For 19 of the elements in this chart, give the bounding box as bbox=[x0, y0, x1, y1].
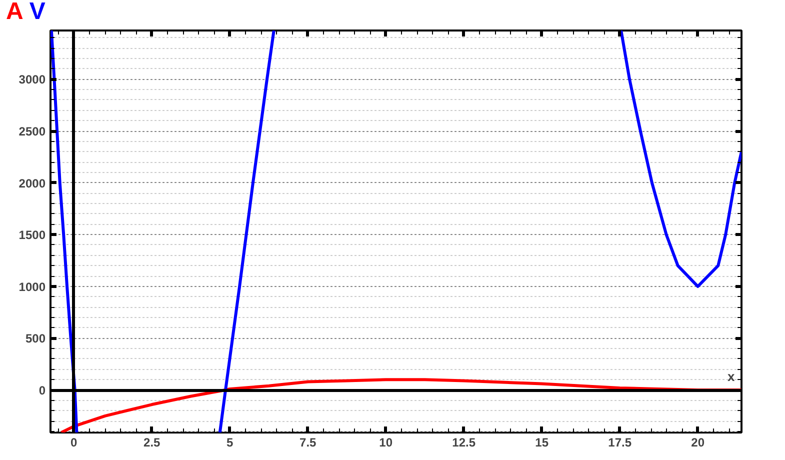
series-label: V bbox=[29, 0, 46, 25]
x-tick-label: 10 bbox=[379, 436, 393, 450]
x-tick-label: 7.5 bbox=[300, 436, 317, 450]
y-tick-label: 1000 bbox=[18, 280, 46, 294]
x-tick-label: 20 bbox=[691, 436, 705, 450]
x-tick-label: 17.5 bbox=[608, 436, 632, 450]
y-tick-label: 0 bbox=[38, 384, 46, 398]
y-tick-label: 1500 bbox=[18, 228, 46, 242]
x-tick-label: 5 bbox=[226, 436, 234, 450]
y-tick-label: 2000 bbox=[18, 176, 46, 190]
x-tick-label: 15 bbox=[535, 436, 549, 450]
x-tick-label: 2.5 bbox=[144, 436, 161, 450]
x-tick-label: 12.5 bbox=[452, 436, 476, 450]
x-axis-title: x bbox=[728, 369, 736, 384]
y-tick-label: 2500 bbox=[18, 124, 46, 138]
x-tick-label: 0 bbox=[70, 436, 78, 450]
text: A bbox=[6, 0, 24, 25]
y-tick-label: 3000 bbox=[18, 72, 46, 87]
y-tick-label: 500 bbox=[25, 332, 46, 346]
